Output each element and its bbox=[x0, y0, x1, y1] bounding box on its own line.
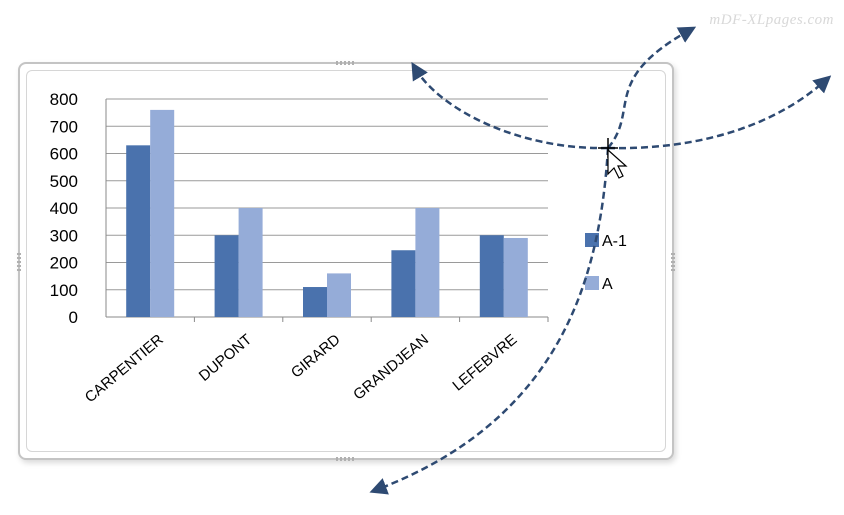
x-axis-tick-labels: CARPENTIER DUPONT GIRARD GRANDJEAN LEFEBVRE bbox=[82, 331, 521, 406]
y-tick-label: 100 bbox=[50, 281, 78, 300]
arrow-to-bottom-left bbox=[369, 147, 610, 495]
arrow-to-top-right-upper bbox=[607, 26, 697, 149]
bar-A-carpentier bbox=[150, 109, 175, 318]
chart-inner-border bbox=[26, 70, 666, 452]
move-arrows bbox=[369, 26, 832, 495]
y-tick-label: 300 bbox=[50, 226, 78, 245]
bar-A-lefebvre bbox=[503, 237, 528, 317]
arrow-to-right bbox=[607, 75, 832, 150]
y-tick-label: 500 bbox=[50, 172, 78, 191]
x-tick-label: DUPONT bbox=[196, 331, 255, 385]
y-tick-label: 600 bbox=[50, 145, 78, 164]
bar-A-1-girard bbox=[303, 287, 327, 317]
x-tick-label: CARPENTIER bbox=[82, 331, 167, 406]
legend-label: A-1 bbox=[602, 233, 627, 250]
y-tick-label: 0 bbox=[69, 308, 78, 327]
arrow-to-top-left bbox=[411, 61, 609, 150]
resize-handle-top[interactable] bbox=[336, 61, 356, 65]
y-tick-label: 200 bbox=[50, 254, 78, 273]
bar-A-grandjean bbox=[415, 208, 440, 317]
bar-A-dupont bbox=[238, 208, 263, 317]
move-cursor-icon bbox=[598, 138, 628, 179]
watermark: mDF-XLpages.com bbox=[709, 12, 834, 28]
bar-A-1-dupont bbox=[214, 235, 239, 317]
bar-A-girard bbox=[327, 273, 351, 317]
y-tick-label: 400 bbox=[50, 199, 78, 218]
bar-A-1-lefebvre bbox=[479, 235, 504, 317]
x-tick-label: GRANDJEAN bbox=[350, 331, 432, 403]
bars bbox=[126, 109, 528, 318]
legend-label: A bbox=[602, 276, 613, 293]
y-axis-tick-labels: 0 100 200 300 400 500 600 700 800 bbox=[50, 90, 78, 327]
bar-A-1-grandjean bbox=[391, 250, 416, 317]
y-tick-label: 800 bbox=[50, 90, 78, 109]
x-tick-label: LEFEBVRE bbox=[449, 331, 520, 394]
resize-handle-bottom[interactable] bbox=[336, 457, 356, 461]
x-tick-label: GIRARD bbox=[288, 331, 344, 382]
bar-A-1-carpentier bbox=[126, 145, 151, 317]
y-tick-label: 700 bbox=[50, 117, 78, 136]
resize-handle-left[interactable] bbox=[17, 251, 21, 271]
resize-handle-right[interactable] bbox=[671, 251, 675, 271]
legend-swatch-A bbox=[585, 276, 599, 290]
